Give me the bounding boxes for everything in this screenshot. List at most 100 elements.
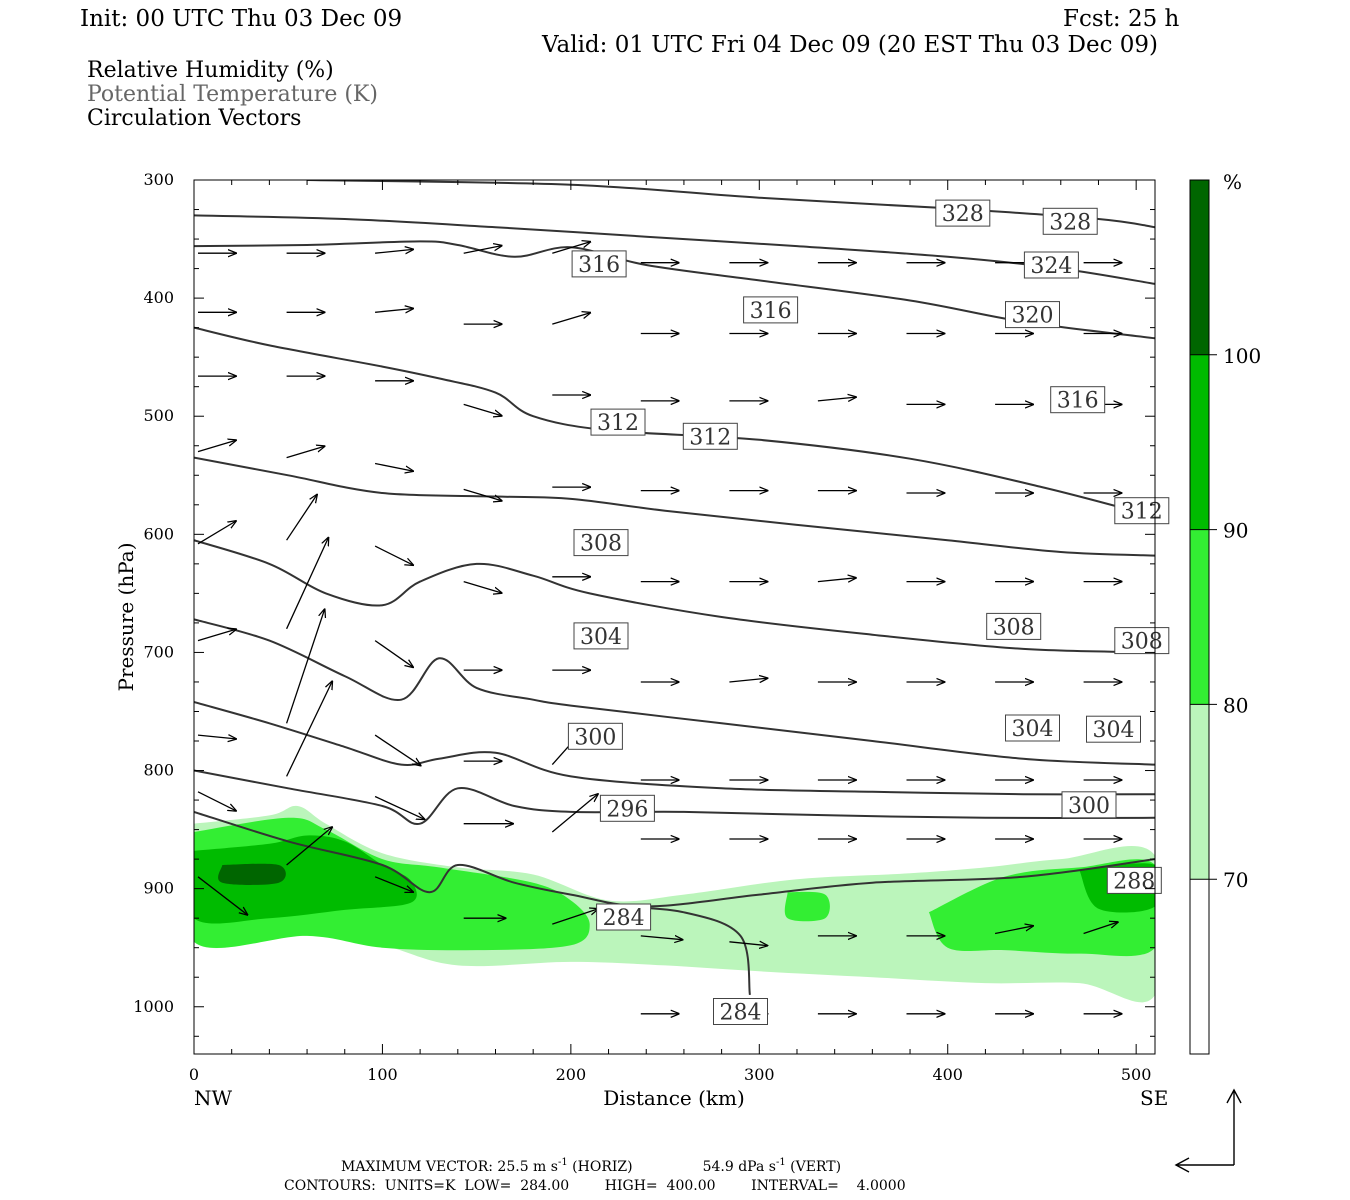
contour-info: CONTOURS: UNITS=K LOW= 284.00 HIGH= 400.… [284,1178,906,1194]
x-tick-label: 100 [367,1065,398,1084]
contour-label-316: 316 [743,296,799,324]
theta-contour-316 [194,326,1155,518]
contour-label-308: 308 [573,529,629,557]
wind-vector [374,876,413,892]
wind-vector [463,403,502,415]
svg-text:308: 308 [1121,630,1163,655]
wind-vector [375,249,413,253]
contour-label-284: 284 [713,998,768,1026]
wind-vector [197,440,236,453]
valid-time: Valid: 01 UTC Fri 04 Dec 09 (20 EST Thu … [541,32,1158,58]
wind-vector [375,309,413,313]
theta-contour-312 [194,456,1155,557]
colorbar-segment [1190,879,1209,1054]
max-vector-info: MAXIMUM VECTOR: 25.5 m s-1 (HORIZ) 54.9 d… [341,1157,841,1175]
contour-label-304: 304 [1086,715,1141,743]
title-circulation-vectors: Circulation Vectors [87,106,301,131]
svg-text:304: 304 [1012,717,1054,742]
wind-vector [729,678,767,682]
wind-vector [463,580,502,593]
wind-vector [463,246,502,254]
x-tick-label: 0 [189,1065,199,1084]
wind-vector [197,521,236,545]
colorbar-level-label: 80 [1223,693,1248,717]
contour-label-312: 312 [1114,497,1170,525]
x-endpoint-left: NW [194,1086,233,1110]
svg-text:308: 308 [580,532,622,557]
x-tick-label: 500 [1121,1065,1152,1084]
contour-label-320: 320 [1005,301,1060,329]
svg-text:300: 300 [574,725,616,750]
svg-text:304: 304 [1093,718,1135,743]
contour-labels: 328 328 324 320 316 316 316 312 312 312 308 308 308 3… [567,199,1170,1026]
title-potential-temperature: Potential Temperature (K) [87,82,378,107]
svg-text:304: 304 [580,625,622,650]
svg-text:284: 284 [720,1001,762,1026]
contour-label-328: 328 [935,199,991,227]
colorbar-segment [1190,529,1209,705]
forecast-hour: Fcst: 25 h [1063,6,1180,32]
svg-text:300: 300 [1068,794,1110,819]
contour-label-308: 308 [986,612,1042,640]
wind-vector [1083,922,1118,935]
y-tick-label: 500 [143,406,174,425]
wind-vector [286,827,333,866]
svg-text:312: 312 [689,425,731,450]
theta-contour-300 [194,701,1155,796]
wind-vector [640,936,683,940]
colorbar: 100 90 80 70 [1189,179,1261,1055]
contour-label-328: 328 [1042,207,1098,235]
wind-vector [552,909,598,925]
wind-vector [994,926,1033,935]
colorbar-segment [1190,704,1209,880]
wind-vector [197,791,236,811]
y-tick-label: 1000 [133,997,174,1016]
svg-text:288: 288 [1113,869,1155,894]
wind-vector [197,629,236,642]
theta-contour-288 [194,810,1155,908]
y-tick-label: 600 [143,524,174,543]
contour-label-308: 308 [1114,627,1170,655]
contour-label-316: 316 [1050,386,1106,414]
wind-vector [817,397,856,401]
contour-label-296: 296 [599,794,655,822]
svg-text:324: 324 [1030,254,1072,279]
rh-region-80-3 [784,891,830,922]
wind-vector [286,446,325,459]
wind-vector [286,681,333,777]
rh-region-100-6 [218,863,286,885]
x-axis-label: Distance (km) [603,1086,745,1110]
colorbar-level-label: 100 [1223,344,1261,368]
contour-label-304: 304 [1005,714,1060,742]
wind-vector [285,609,325,724]
wind-vector [286,495,317,541]
theta-contour-324 [194,214,1155,285]
theta-contour-308 [194,539,1155,654]
wind-vector [552,313,590,325]
wind-vector [551,794,598,833]
theta-contour-296 [194,769,1155,826]
y-tick-label: 900 [143,879,174,898]
svg-text:328: 328 [942,202,984,227]
contour-label-312: 312 [590,408,646,436]
x-tick-label: 400 [932,1065,963,1084]
svg-text:312: 312 [1121,500,1163,525]
svg-text:296: 296 [606,797,648,822]
colorbar-unit: % [1223,170,1242,194]
colorbar-level-label: 90 [1223,519,1248,543]
x-tick-label: 300 [744,1065,775,1084]
circulation-vectors [197,242,1122,1014]
wind-vector [197,876,247,915]
wind-vector [463,488,502,500]
svg-text:316: 316 [750,299,792,324]
wind-vector [817,578,856,582]
init-time: Init: 00 UTC Thu 03 Dec 09 [80,6,402,32]
colorbar-segment [1190,180,1209,355]
reference-vector-arrows [1174,1088,1242,1173]
svg-text:328: 328 [1049,210,1091,235]
contour-label-300: 300 [1061,791,1117,819]
rh-region-90-4 [194,835,417,924]
svg-text:308: 308 [993,615,1035,640]
contour-label-284: 284 [596,903,652,931]
y-tick-label: 300 [143,170,174,189]
